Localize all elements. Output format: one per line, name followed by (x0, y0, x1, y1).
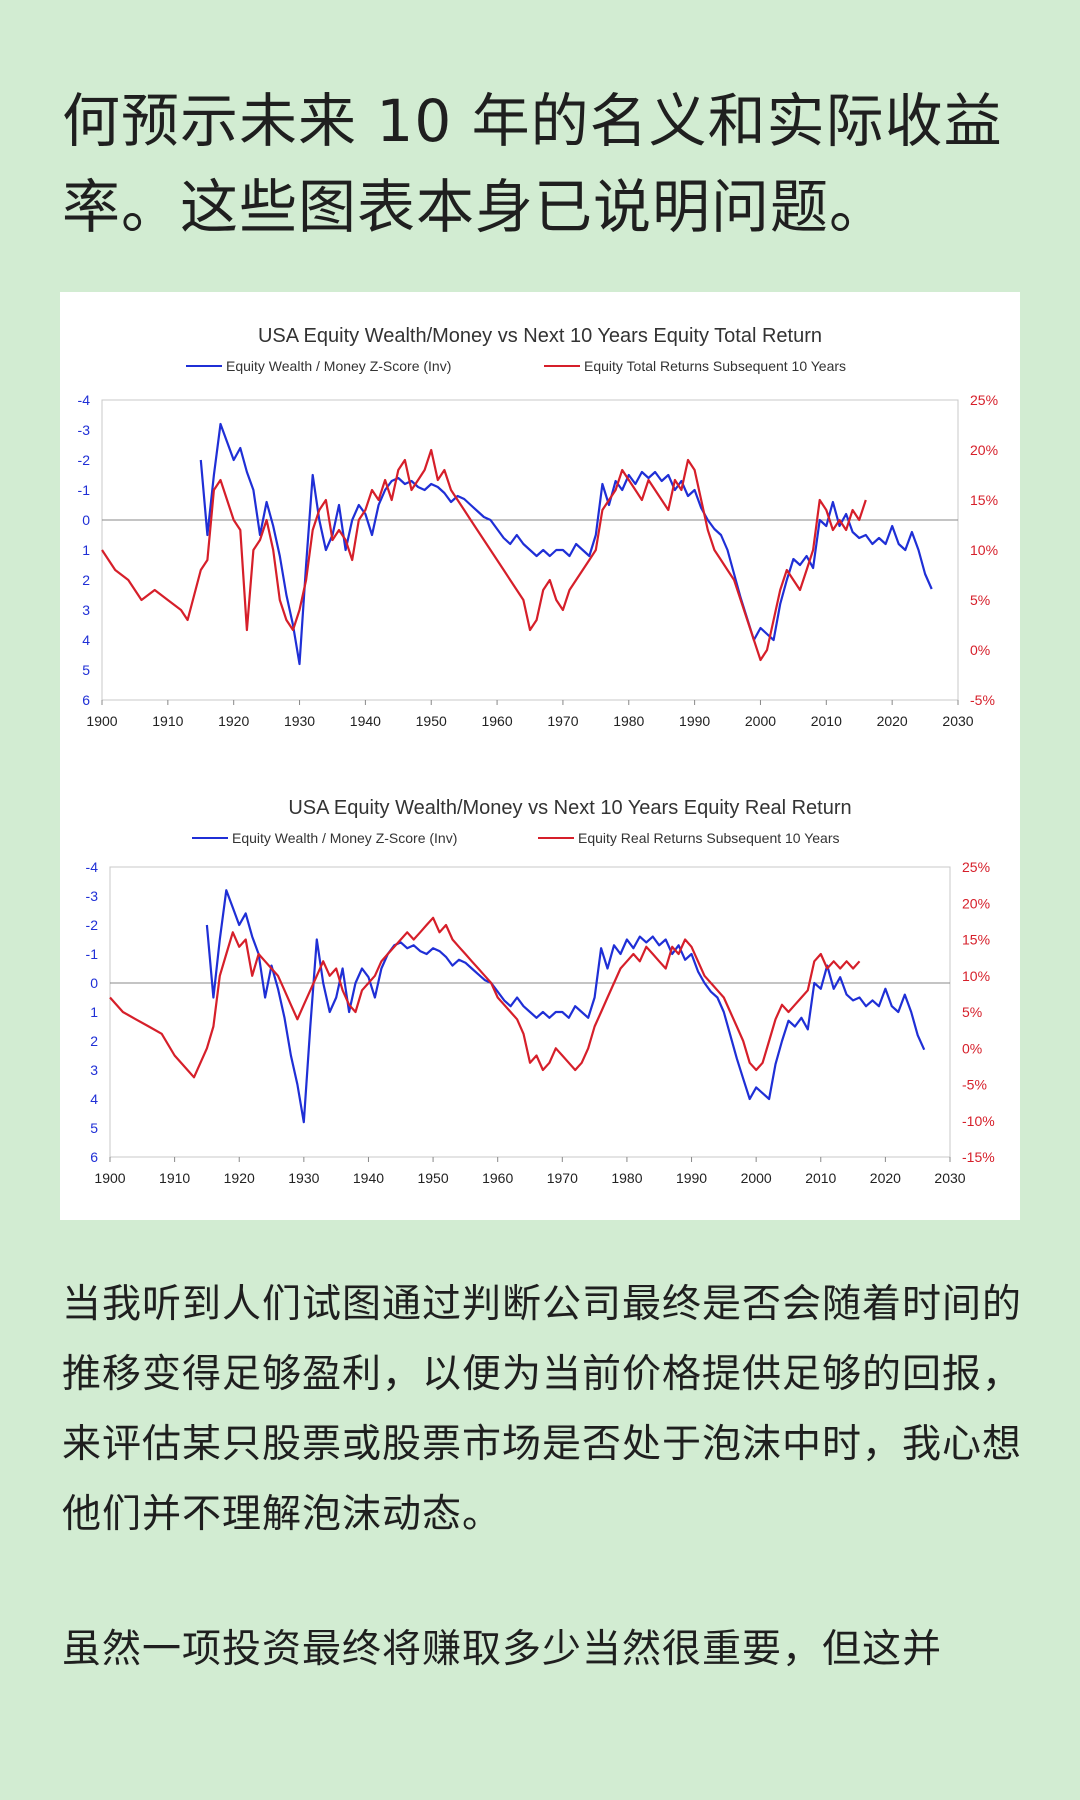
right-tick-label: -5% (962, 1077, 987, 1093)
chart-title: USA Equity Wealth/Money vs Next 10 Years… (288, 797, 851, 819)
x-tick-label: 2010 (811, 713, 842, 729)
x-tick-label: 2000 (741, 1170, 772, 1186)
x-tick-label: 1900 (94, 1170, 125, 1186)
x-tick-label: 2020 (870, 1170, 901, 1186)
left-tick-label: -2 (78, 452, 91, 468)
left-tick-label: -3 (86, 888, 99, 904)
left-tick-label: 5 (90, 1120, 98, 1136)
left-tick-label: -1 (86, 946, 99, 962)
right-tick-label: 10% (970, 542, 998, 558)
left-tick-label: 6 (90, 1149, 98, 1165)
left-tick-label: 4 (90, 1091, 98, 1107)
legend-label-wealth: Equity Wealth / Money Z-Score (Inv) (232, 830, 457, 846)
x-tick-label: 1970 (547, 1170, 578, 1186)
right-tick-label: 15% (962, 932, 990, 948)
left-tick-label: 4 (82, 632, 90, 648)
x-tick-label: 1950 (416, 713, 447, 729)
series-line-wealth (205, 889, 926, 1124)
left-tick-label: 1 (90, 1004, 98, 1020)
legend-label-returns: Equity Real Returns Subsequent 10 Years (578, 830, 840, 846)
x-tick-label: 1960 (481, 713, 512, 729)
x-tick-label: 2000 (745, 713, 776, 729)
x-tick-label: 1920 (218, 713, 249, 729)
right-tick-label: 5% (962, 1004, 982, 1020)
left-tick-label: 3 (90, 1062, 98, 1078)
series-line-returns (101, 448, 867, 662)
left-tick-label: -3 (78, 422, 91, 438)
left-tick-label: -4 (86, 859, 99, 875)
left-tick-label: -4 (78, 392, 91, 408)
right-tick-label: 25% (970, 392, 998, 408)
x-tick-label: 1930 (284, 713, 315, 729)
paragraph-2: 虽然一项投资最终将赚取多少当然很重要，但这并 (62, 1627, 943, 1672)
paragraph-1: 当我听到人们试图通过判断公司最终是否会随着时间的推移变得足够盈利，以便为当前价格… (62, 1282, 1023, 1537)
x-tick-label: 2020 (877, 713, 908, 729)
left-tick-label: -2 (86, 917, 99, 933)
chart-title: USA Equity Wealth/Money vs Next 10 Years… (258, 325, 822, 347)
right-tick-label: 25% (962, 859, 990, 875)
x-tick-label: 1980 (613, 713, 644, 729)
right-tick-label: 5% (970, 592, 990, 608)
x-tick-label: 1990 (676, 1170, 707, 1186)
right-tick-label: 10% (962, 968, 990, 984)
left-tick-label: 3 (82, 602, 90, 618)
x-tick-label: 1960 (482, 1170, 513, 1186)
right-tick-label: -5% (970, 692, 995, 708)
left-tick-label: 0 (82, 512, 90, 528)
x-tick-label: 1900 (86, 713, 117, 729)
x-tick-label: 2030 (942, 713, 973, 729)
x-tick-label: 1980 (611, 1170, 642, 1186)
series-line-returns (109, 916, 861, 1079)
x-tick-label: 1940 (350, 713, 381, 729)
left-tick-label: 2 (82, 572, 90, 588)
chart-real-return: USA Equity Wealth/Money vs Next 10 Years… (86, 797, 995, 1186)
x-tick-label: 1920 (224, 1170, 255, 1186)
right-tick-label: 20% (970, 442, 998, 458)
x-tick-label: 1950 (417, 1170, 448, 1186)
left-tick-label: 6 (82, 692, 90, 708)
x-tick-label: 2010 (805, 1170, 836, 1186)
right-tick-label: 0% (970, 642, 990, 658)
charts-svg: USA Equity Wealth/Money vs Next 10 Years… (78, 325, 998, 1186)
chart-figure: USA Equity Wealth/Money vs Next 10 Years… (60, 292, 1020, 1220)
x-tick-label: 1940 (353, 1170, 384, 1186)
chart-total-return: USA Equity Wealth/Money vs Next 10 Years… (78, 325, 998, 729)
x-tick-label: 1930 (288, 1170, 319, 1186)
x-tick-label: 1910 (152, 713, 183, 729)
left-tick-label: 1 (82, 542, 90, 558)
legend-label-returns: Equity Total Returns Subsequent 10 Years (584, 358, 846, 374)
left-tick-label: 2 (90, 1033, 98, 1049)
right-tick-label: 0% (962, 1040, 982, 1056)
article-heading: 何预示未来 10 年的名义和实际收益率。这些图表本身已说明问题。 (62, 87, 1003, 241)
left-tick-label: 5 (82, 662, 90, 678)
right-tick-label: 20% (962, 895, 990, 911)
x-tick-label: 1910 (159, 1170, 190, 1186)
plot-area (109, 866, 951, 1158)
right-tick-label: -10% (962, 1113, 995, 1129)
x-tick-label: 2030 (934, 1170, 965, 1186)
left-tick-label: -1 (78, 482, 91, 498)
right-tick-label: -15% (962, 1149, 995, 1165)
legend-label-wealth: Equity Wealth / Money Z-Score (Inv) (226, 358, 451, 374)
left-tick-label: 0 (90, 975, 98, 991)
x-tick-label: 1970 (547, 713, 578, 729)
right-tick-label: 15% (970, 492, 998, 508)
x-tick-label: 1990 (679, 713, 710, 729)
